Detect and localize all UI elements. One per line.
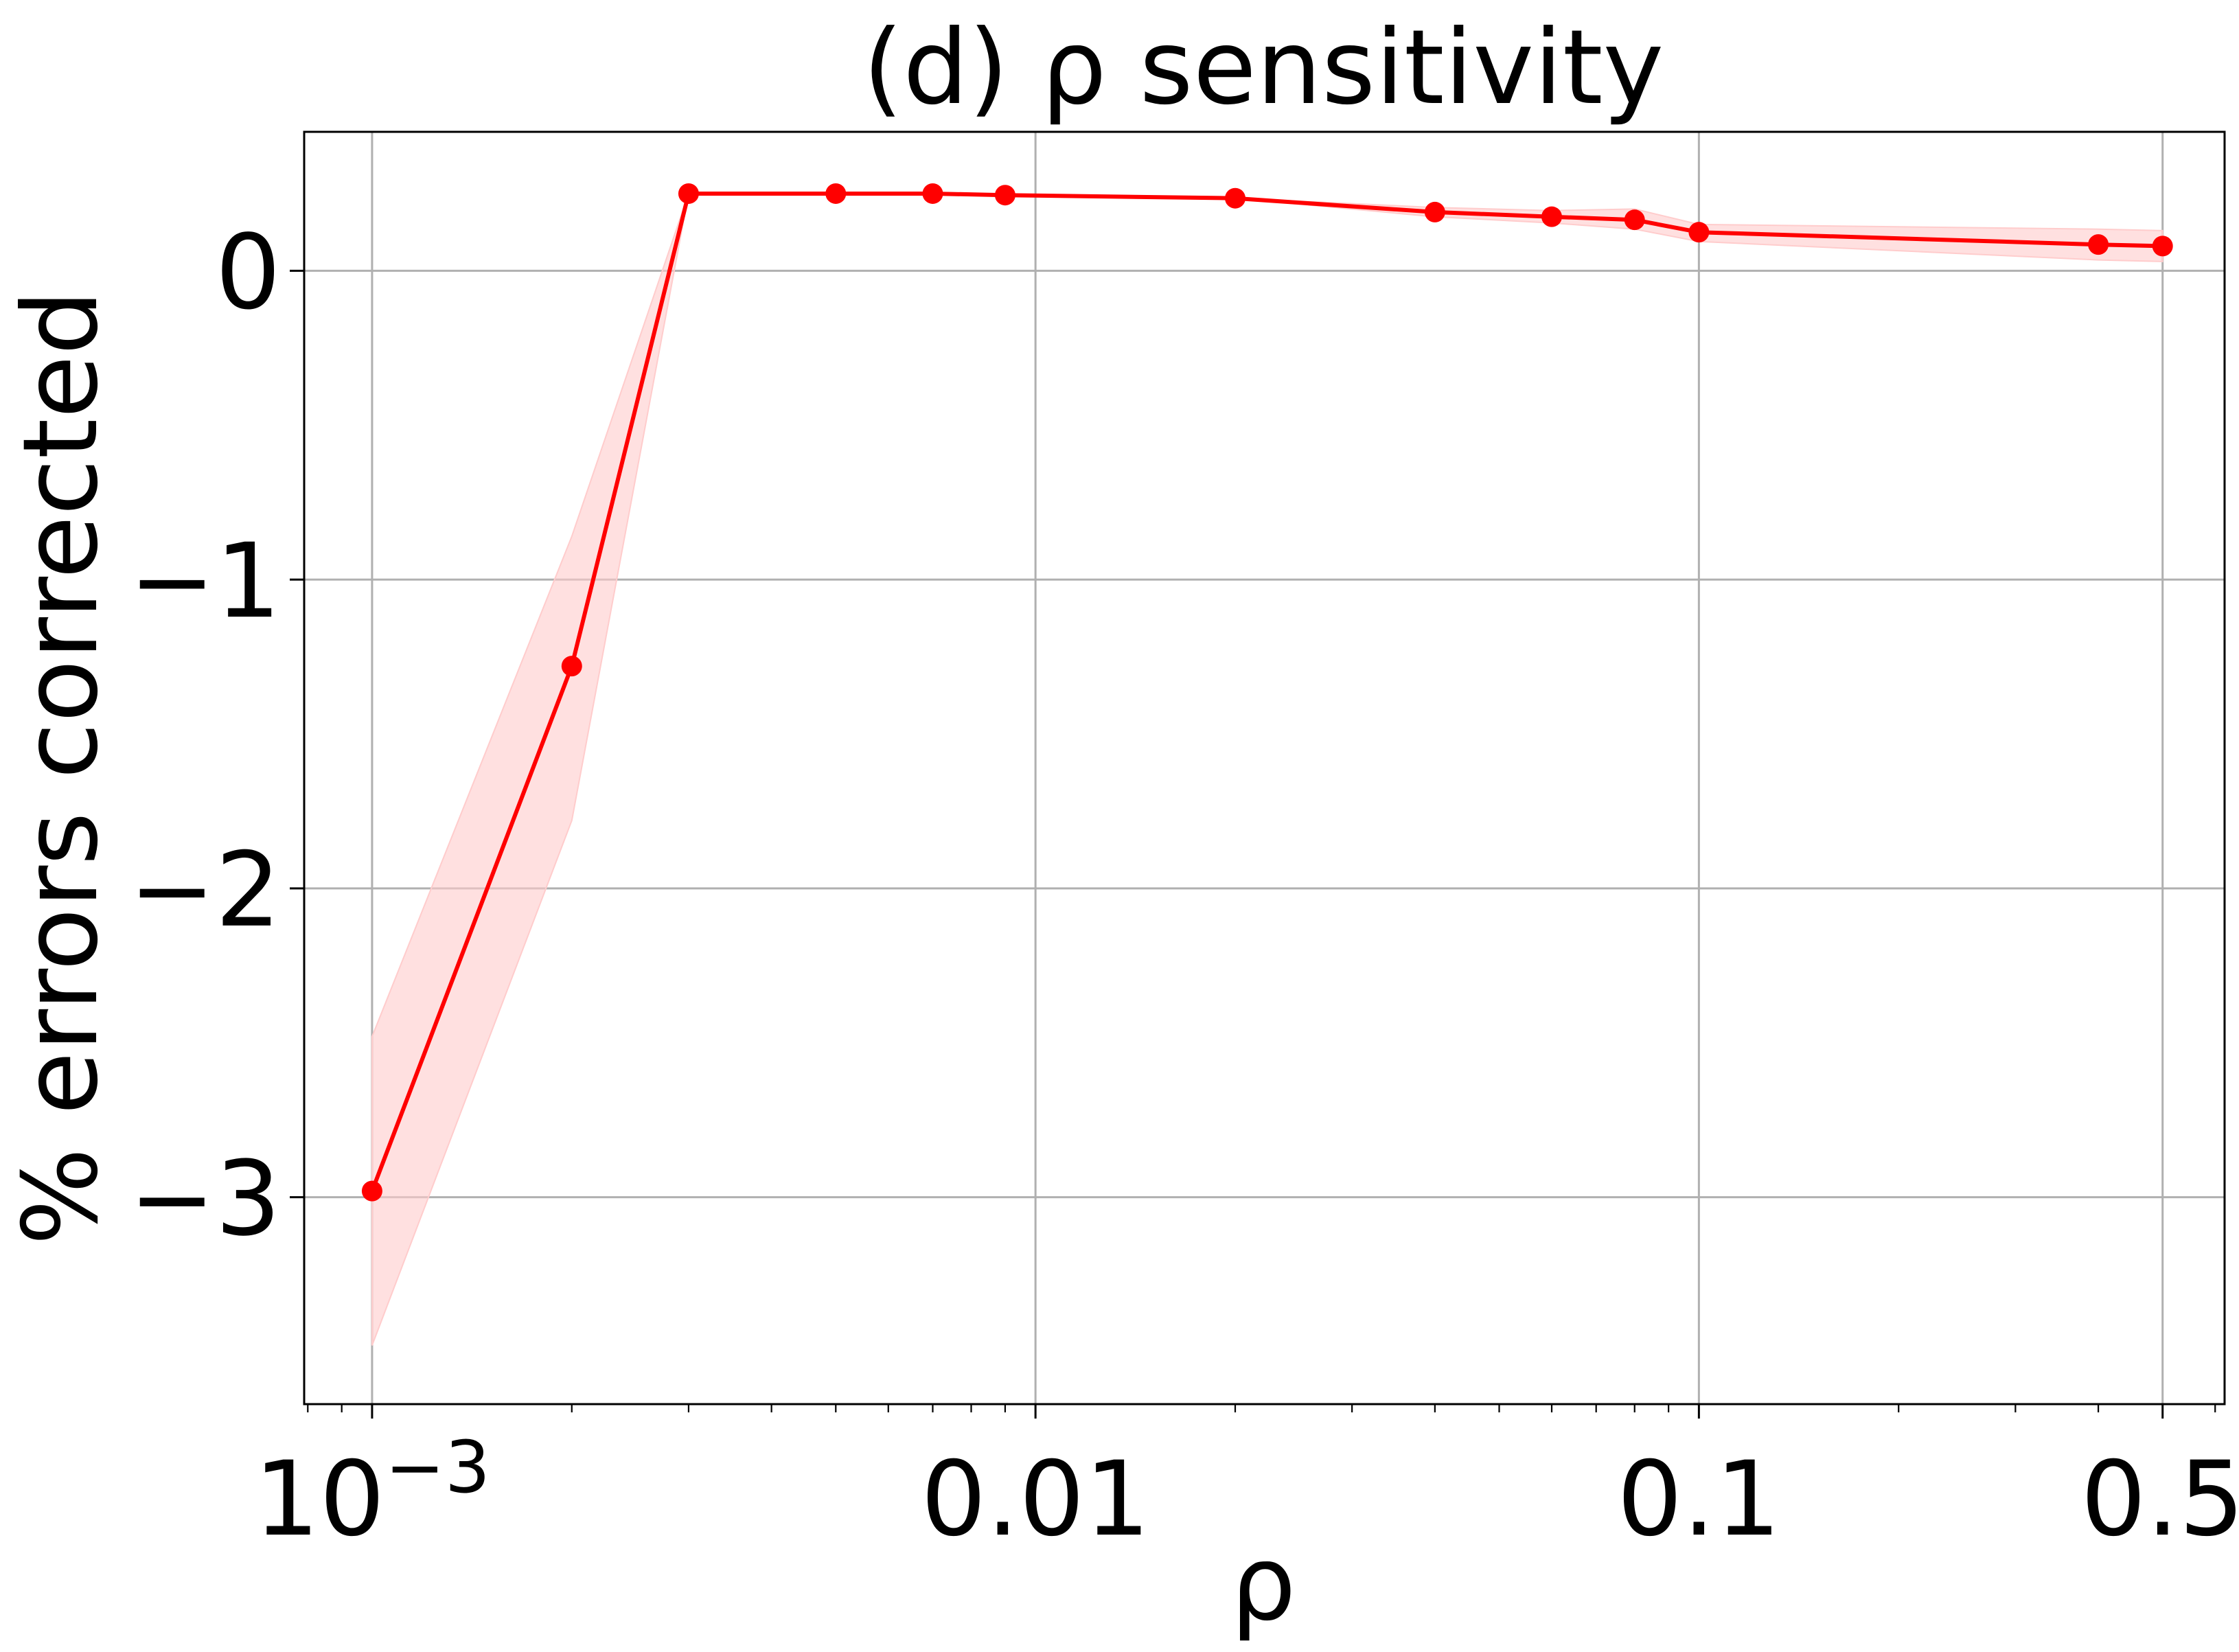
series-0-point-2 [678, 183, 699, 204]
series-0-point-12 [2152, 236, 2173, 257]
series-0-point-4 [922, 183, 943, 204]
y-axis-label: % errors corrected [1, 290, 121, 1246]
series-0-point-10 [1688, 222, 1710, 243]
x-axis-label: ρ [1230, 1524, 1296, 1644]
series-0-point-0 [361, 1180, 382, 1202]
y-tick-label-2: −2 [129, 831, 281, 950]
series-0-point-5 [994, 185, 1015, 206]
grid [304, 132, 2225, 1404]
series-layer [361, 183, 2173, 1202]
series-0-point-9 [1624, 209, 1645, 231]
ticks [290, 269, 2216, 1419]
series-0-point-1 [561, 656, 582, 677]
series-0-point-3 [825, 183, 847, 204]
series-0-point-7 [1424, 201, 1445, 222]
band-layer [371, 193, 2163, 1346]
series-0-point-8 [1541, 206, 1563, 227]
y-tick-labels: 0 −1 −2 −3 [129, 213, 281, 1259]
chart-title: (d) ρ sensitivity [863, 8, 1664, 128]
x-tick-label-0: 10−3 [254, 1425, 490, 1559]
x-tick-label-2: 0.1 [1617, 1440, 1781, 1559]
x-tick-label-3: 0.5 [2080, 1440, 2239, 1559]
x-tick-labels: 10−3 0.01 0.1 0.5 [254, 1425, 2239, 1559]
y-tick-label-3: −3 [129, 1140, 281, 1259]
plot-frame [303, 130, 2226, 1406]
y-tick-label-0: 0 [216, 213, 281, 332]
x-tick-label-1: 0.01 [921, 1440, 1150, 1559]
series-0-point-6 [1225, 187, 1246, 209]
series-0-band [371, 193, 2163, 1346]
series-0-point-11 [2088, 234, 2109, 255]
y-tick-label-1: −1 [129, 522, 281, 641]
